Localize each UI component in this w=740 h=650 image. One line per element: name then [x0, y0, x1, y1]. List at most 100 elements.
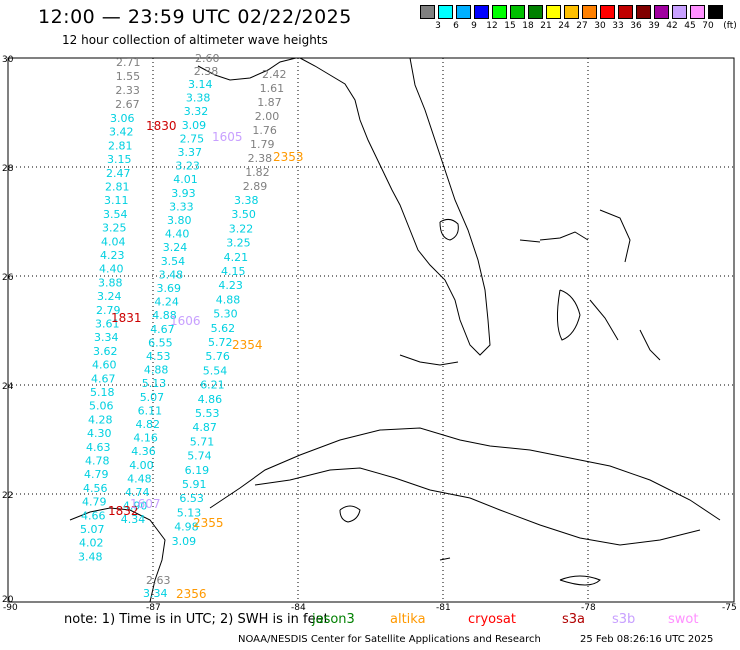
- pass-time-label: 2355: [193, 516, 224, 530]
- lon-label: -84: [291, 603, 306, 613]
- wave-height-label: 4.48: [127, 472, 152, 485]
- longitude-labels: -90 -87 -84 -81 -78 -75: [3, 603, 737, 613]
- scale-swatch: [564, 5, 579, 19]
- wave-height-label: 4.30: [87, 427, 112, 440]
- wave-height-label: 5.74: [187, 450, 212, 463]
- sat-label-s3b: s3b: [612, 612, 636, 627]
- scale-swatch: [672, 5, 687, 19]
- wave-height-label: 4.04: [101, 235, 126, 248]
- wave-height-label: 4.88: [216, 293, 241, 306]
- wave-height-label: 3.33: [169, 200, 194, 213]
- wave-height-label: 4.34: [121, 513, 146, 526]
- wave-height-label: 5.13: [177, 506, 202, 519]
- wave-height-label: 4.28: [88, 413, 113, 426]
- lat-label: 30: [2, 55, 14, 65]
- cuba-north: [209, 427, 721, 521]
- wave-height-label: 4.60: [92, 359, 117, 372]
- credit-text: NOAA/NESDIS Center for Satellite Applica…: [238, 634, 541, 645]
- wave-height-label: 5.07: [140, 391, 165, 404]
- scale-label: 6: [453, 21, 459, 31]
- scale-unit: (ft): [723, 21, 737, 31]
- wave-height-label: 3.15: [107, 153, 132, 166]
- wave-height-label: 3.37: [178, 146, 203, 159]
- wave-height-label: 2.63: [146, 574, 171, 587]
- wave-height-label: 4.90: [123, 500, 147, 513]
- wave-height-label: 2.81: [108, 139, 133, 152]
- lat-label: 20: [2, 595, 14, 605]
- wave-height-label: 3.50: [231, 208, 256, 221]
- wave-height-label: 3.54: [103, 208, 128, 221]
- yucatan: [69, 507, 166, 603]
- wave-height-label: 3.23: [175, 160, 200, 173]
- wave-height-label: 2.81: [105, 181, 130, 194]
- wave-height-label: 4.98: [174, 521, 199, 534]
- scale-swatch: [510, 5, 525, 19]
- wave-height-label: 3.93: [171, 187, 196, 200]
- wave-height-label: 3.42: [109, 126, 134, 139]
- wave-height-label: 5.76: [205, 350, 230, 363]
- wave-height-label: 4.82: [136, 418, 161, 431]
- wave-height-label: 3.34: [143, 587, 168, 600]
- scale-label: 30: [594, 21, 606, 31]
- lat-label: 28: [2, 164, 14, 174]
- scale-label: 36: [630, 21, 642, 31]
- scale-label: 45: [684, 21, 696, 31]
- wave-height-label: 5.06: [89, 400, 114, 413]
- pass-time-label: 1606: [170, 314, 201, 328]
- scale-swatch: [528, 5, 543, 19]
- scale-label: 3: [435, 21, 441, 31]
- scale-label: 12: [486, 21, 498, 31]
- wave-height-label: 2.47: [106, 167, 131, 180]
- scale-swatch: [600, 5, 615, 19]
- lat-label: 22: [2, 491, 13, 501]
- scale-swatch: [456, 5, 471, 19]
- wave-height-label: 2.33: [115, 84, 139, 97]
- pass-time-label: 1830: [146, 119, 177, 133]
- lon-label: -81: [436, 603, 451, 613]
- scale-swatch: [708, 5, 723, 19]
- wave-height-label: 4.78: [85, 455, 110, 468]
- wave-height-label: 4.67: [150, 323, 175, 336]
- scale-swatch: [474, 5, 489, 19]
- wave-height-label: 2.89: [243, 180, 267, 193]
- scale-swatch: [654, 5, 669, 19]
- florida-coast: [197, 57, 491, 356]
- wave-height-label: 5.54: [203, 364, 228, 377]
- wave-height-label: 3.88: [98, 276, 123, 289]
- wave-height-label: 4.23: [218, 279, 243, 292]
- wave-height-label: 4.02: [79, 537, 104, 550]
- wave-height-label: 4.01: [173, 173, 198, 186]
- wave-height-label: 3.09: [172, 535, 197, 548]
- wave-height-label: 1.61: [260, 82, 285, 95]
- sat-label-swot: swot: [668, 612, 699, 627]
- scale-label: 42: [666, 21, 678, 31]
- wave-height-label: 1.87: [257, 96, 282, 109]
- pass-time-label: 2354: [232, 338, 263, 352]
- scale-label: 15: [504, 21, 516, 31]
- lon-label: -78: [581, 603, 596, 613]
- scale-swatch: [438, 5, 453, 19]
- wave-height-label: 4.15: [221, 265, 246, 278]
- map-subtitle: 12 hour collection of altimeter wave hei…: [62, 33, 328, 47]
- wave-height-label: 4.36: [131, 445, 156, 458]
- scale-swatch: [420, 5, 435, 19]
- wave-height-label: 5.18: [90, 386, 115, 399]
- map-title: 12:00 — 23:59 UTC 02/22/2025: [38, 6, 352, 28]
- lake-okeechobee: [439, 218, 459, 241]
- sat-label-altika: altika: [390, 612, 426, 627]
- pass-time-label: 2356: [176, 587, 207, 601]
- jamaica: [559, 575, 601, 586]
- wave-height-label: 5.91: [182, 478, 207, 491]
- wave-height-label: 2.67: [115, 98, 140, 111]
- wave-height-label: 5.72: [208, 336, 233, 349]
- wave-height-label: 2.00: [255, 110, 279, 123]
- sat-label-s3a: s3a: [562, 612, 586, 627]
- sat-label-jason3: jason3: [312, 612, 355, 627]
- wave-height-label: 4.79: [84, 468, 109, 481]
- pass-time-label: 1832: [108, 504, 139, 518]
- scale-swatch: [636, 5, 651, 19]
- bahamas-long: [639, 329, 661, 361]
- pass-time-label: 1605: [212, 130, 243, 144]
